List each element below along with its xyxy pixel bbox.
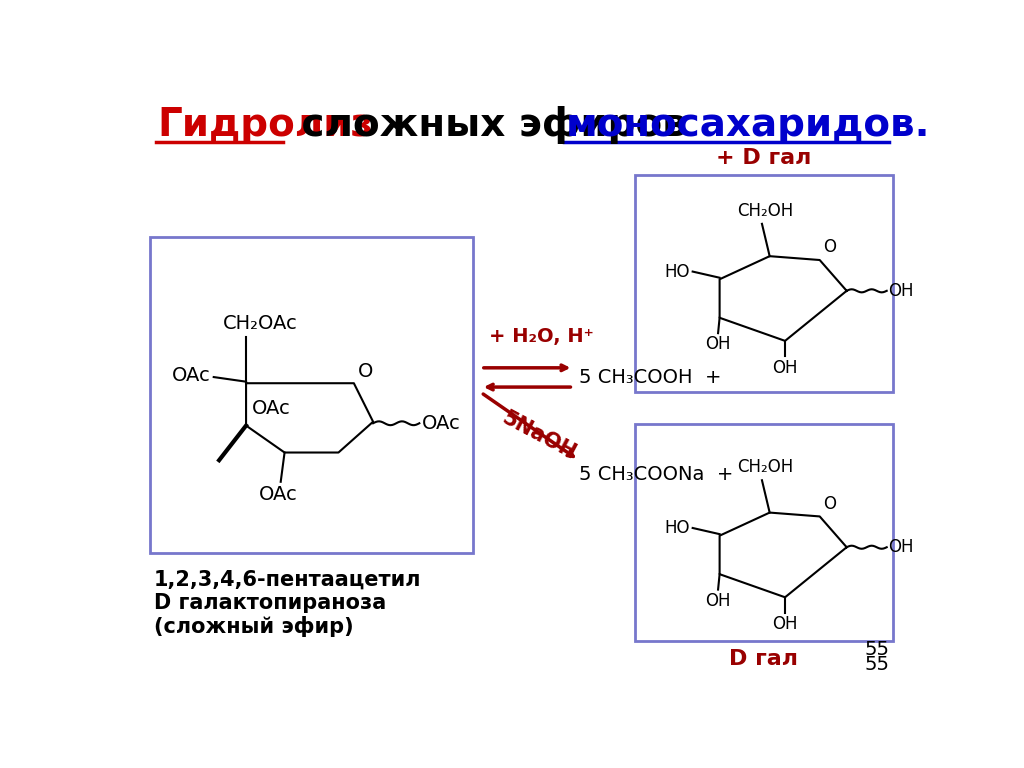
Text: O: O [823, 238, 836, 257]
Text: (сложный эфир): (сложный эфир) [154, 616, 353, 637]
Text: D галактопираноза: D галактопираноза [154, 593, 386, 613]
Text: 5NaOH: 5NaOH [499, 408, 580, 463]
Text: CH₂OH: CH₂OH [737, 458, 794, 476]
Text: OH: OH [772, 359, 798, 376]
Text: 55: 55 [864, 655, 889, 674]
Text: Гидролиз: Гидролиз [158, 106, 374, 144]
Text: CH₂OH: CH₂OH [737, 202, 794, 220]
Text: O: O [823, 495, 836, 512]
Text: D гал: D гал [729, 649, 799, 669]
Text: 55: 55 [864, 640, 889, 659]
Text: + H₂O, H⁺: + H₂O, H⁺ [488, 327, 593, 346]
Text: моносахаридов.: моносахаридов. [565, 106, 930, 144]
Text: OH: OH [706, 592, 731, 610]
Text: 5 CH₃COOH  +: 5 CH₃COOH + [579, 369, 721, 387]
Text: OH: OH [888, 282, 913, 300]
Text: O: O [357, 362, 373, 381]
Text: OAc: OAc [252, 399, 291, 418]
Text: OH: OH [706, 336, 731, 353]
Bar [635, 424, 893, 641]
Bar [635, 175, 893, 392]
Text: OH: OH [772, 615, 798, 633]
Text: сложных эфиров: сложных эфиров [289, 106, 700, 144]
Text: HO: HO [665, 519, 690, 537]
Text: OAc: OAc [422, 414, 461, 432]
Text: HO: HO [665, 263, 690, 280]
Text: OAc: OAc [259, 485, 298, 504]
Text: 5 CH₃COONa  +: 5 CH₃COONa + [579, 465, 733, 484]
Text: 1,2,3,4,6-пентаацетил: 1,2,3,4,6-пентаацетил [154, 570, 421, 590]
Text: OH: OH [888, 538, 913, 556]
Text: + D гал: + D гал [716, 147, 812, 167]
Text: CH₂OAc: CH₂OAc [223, 314, 298, 333]
Bar [150, 237, 473, 553]
Text: OAc: OAc [172, 366, 211, 385]
